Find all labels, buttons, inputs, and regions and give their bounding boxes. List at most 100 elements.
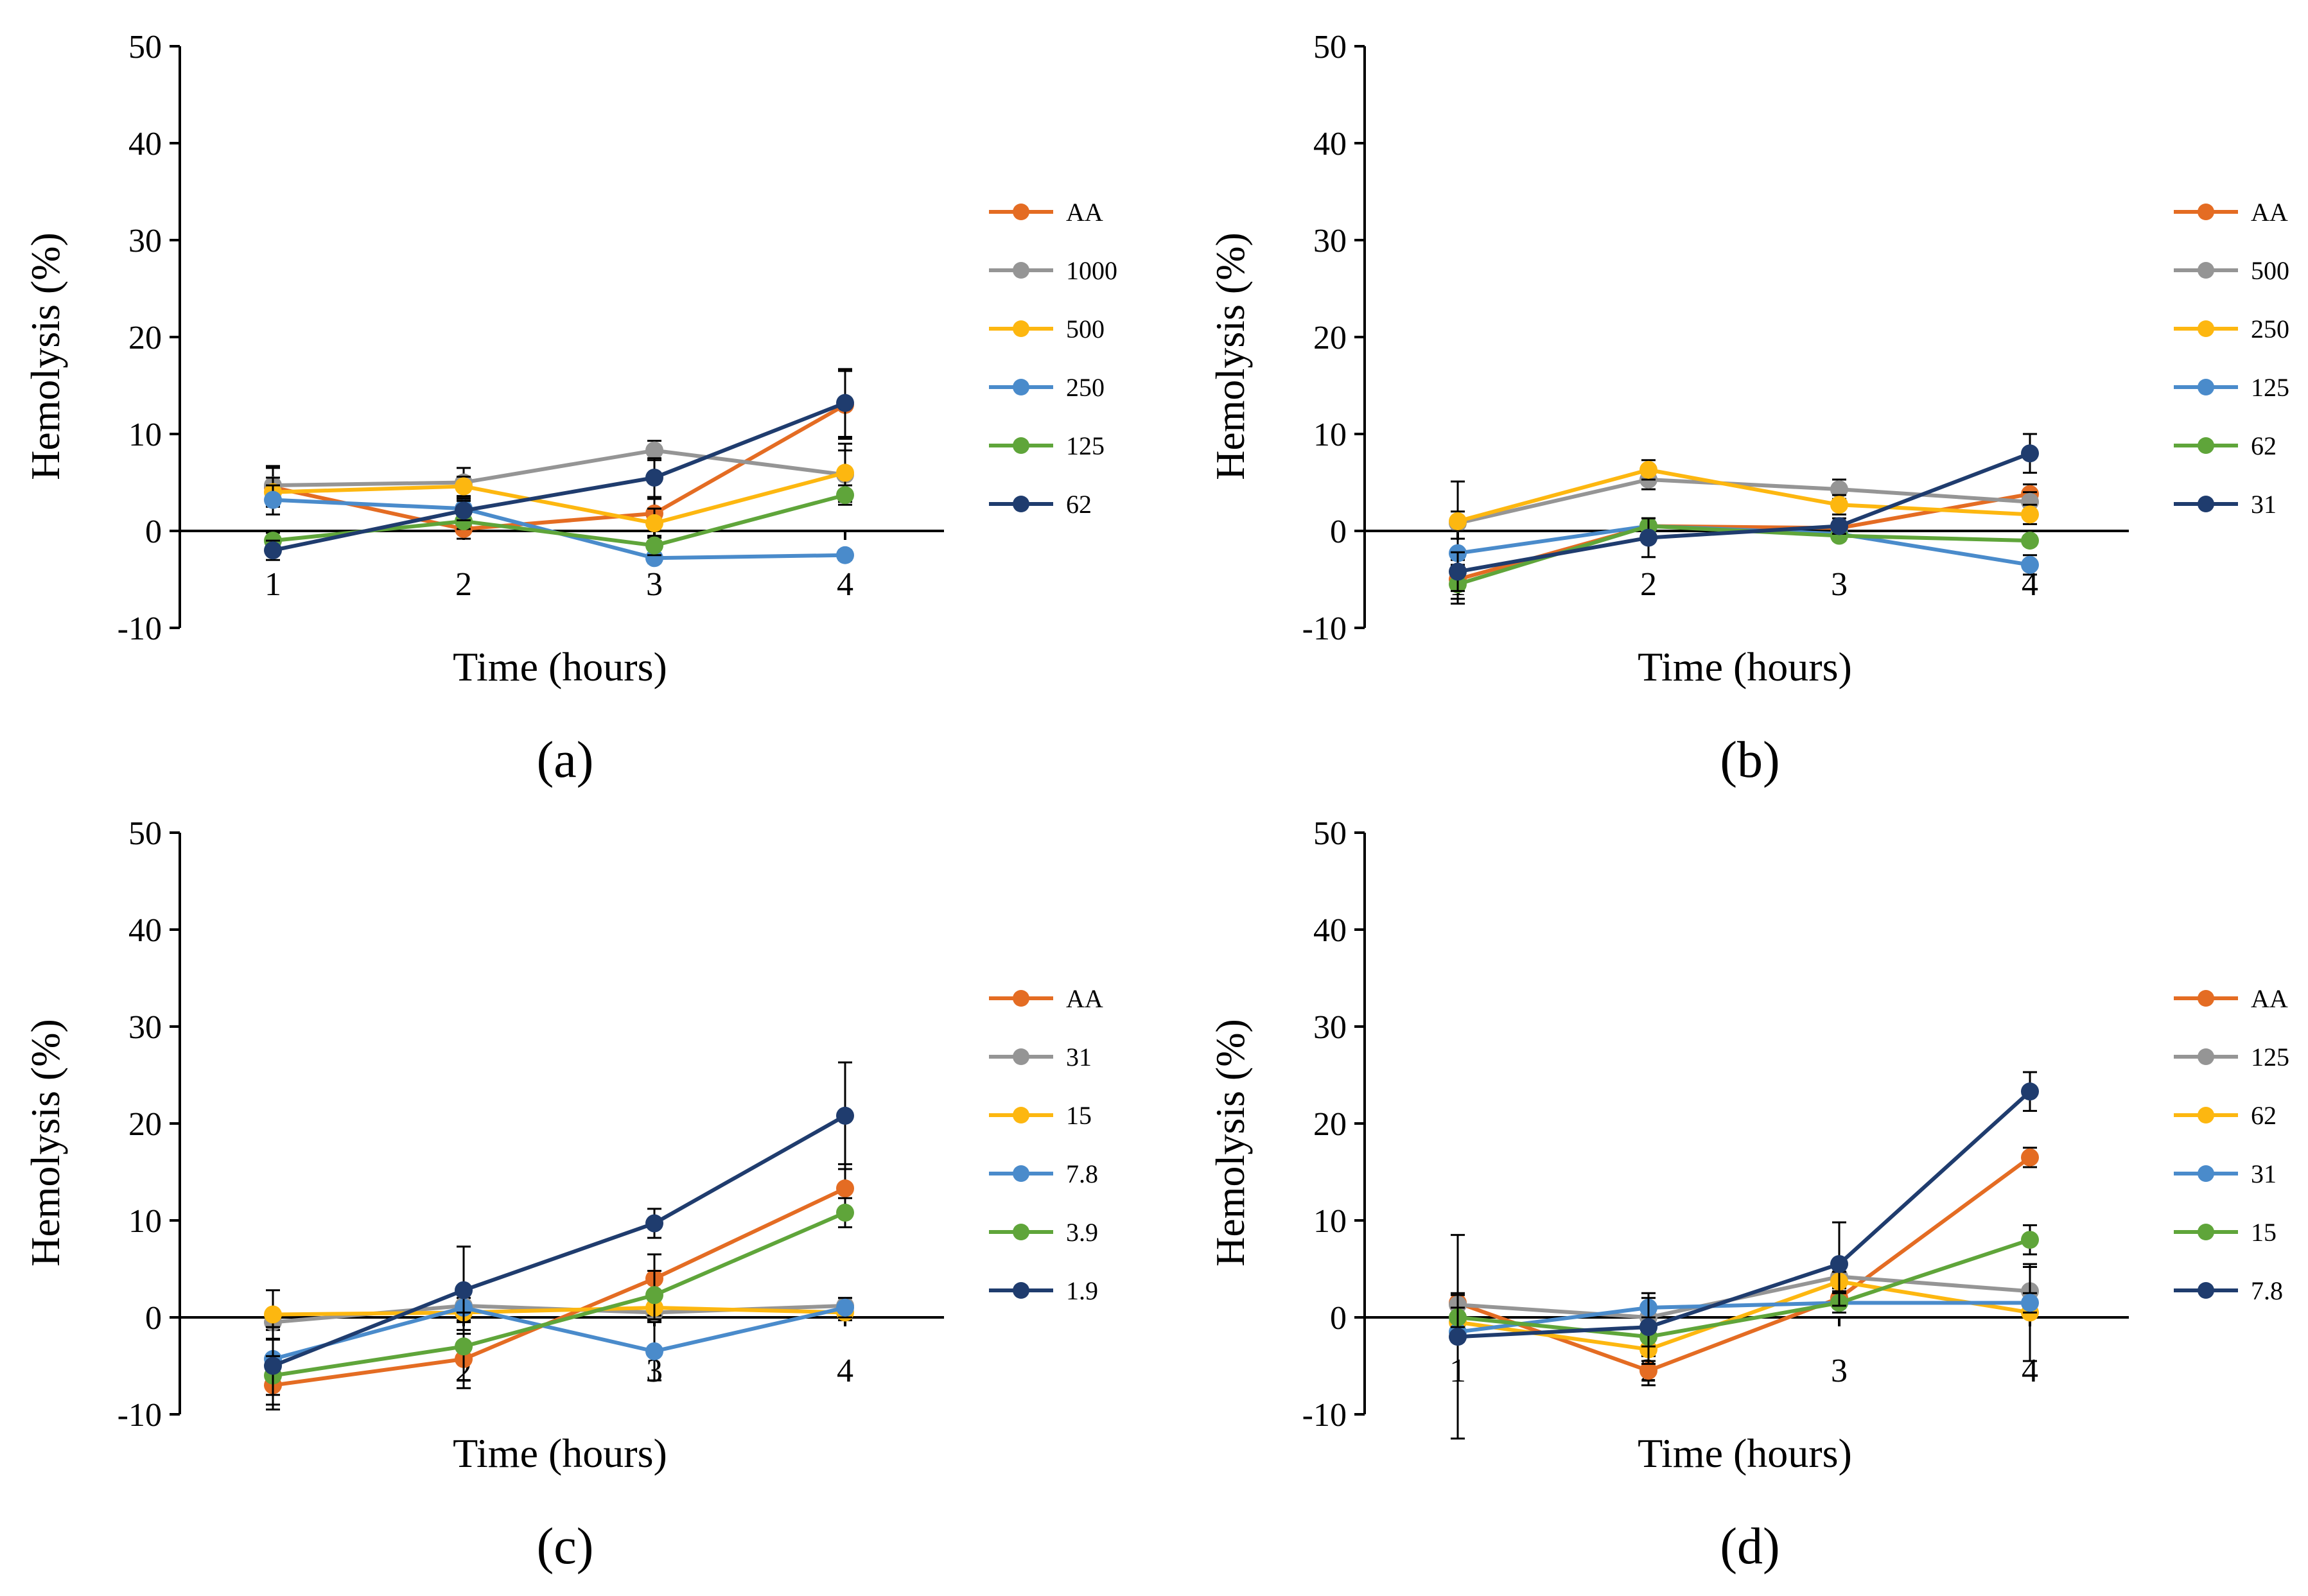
legend-marker: [2198, 496, 2214, 512]
data-point: [645, 441, 663, 460]
series-line: [272, 401, 846, 553]
legend-label: 15: [2251, 1218, 2277, 1247]
y-tick-label: -10: [1302, 1397, 1347, 1434]
y-tick-label: 40: [1313, 126, 1347, 162]
series-line: [1457, 467, 2031, 523]
data-point: [264, 541, 282, 560]
y-tick-label: 30: [1313, 223, 1347, 259]
legend-label: AA: [2251, 984, 2288, 1013]
x-tick-label: 3: [1831, 566, 1848, 603]
data-point: [1449, 512, 1467, 530]
y-tick-label: -10: [118, 611, 162, 647]
series-line: [1456, 1156, 2031, 1373]
data-point: [645, 1214, 663, 1233]
legend-label: 1.9: [1066, 1276, 1098, 1305]
y-tick-label: 10: [1313, 417, 1347, 453]
legend-label: 500: [1066, 315, 1105, 343]
series-line: [1457, 1089, 2032, 1339]
data-point: [2021, 532, 2039, 550]
legend-label: 250: [1066, 373, 1105, 402]
data-point: [1830, 480, 1848, 499]
legend-marker: [2198, 204, 2214, 220]
data-point: [2021, 1148, 2039, 1167]
series-62: [264, 368, 854, 561]
data-point: [455, 501, 473, 520]
legend-marker: [2198, 320, 2214, 337]
y-axis-title: Hemolysis (%): [1207, 1019, 1253, 1267]
y-axis-title: Hemolysis (%): [22, 232, 68, 480]
data-point: [645, 514, 663, 532]
data-point: [2021, 505, 2039, 524]
y-tick-label: 50: [128, 815, 162, 852]
data-point: [1830, 517, 1848, 535]
series-line: [272, 1211, 846, 1378]
y-axis-title: Hemolysis (%): [1207, 232, 1253, 480]
y-tick-label: 0: [145, 1300, 162, 1337]
series-15: [264, 1289, 854, 1340]
y-tick-label: 50: [128, 29, 162, 65]
y-tick-label: 30: [1313, 1009, 1347, 1046]
series-line: [272, 1305, 846, 1317]
legend: AA 125 62 31 15 7.8: [2174, 984, 2289, 1305]
legend-label: 62: [2251, 431, 2277, 460]
x-tick-label: 3: [1831, 1353, 1848, 1389]
legend-label: 125: [1066, 431, 1105, 460]
data-point: [836, 1203, 854, 1222]
y-tick-label: 0: [1330, 514, 1347, 550]
data-point: [2021, 1231, 2039, 1249]
y-tick-label: 40: [1313, 912, 1347, 949]
data-point: [1639, 1362, 1657, 1380]
series-line: [272, 498, 846, 560]
y-tick-label: 50: [1313, 29, 1347, 65]
legend-marker: [1013, 1107, 1029, 1123]
legend-label: 31: [2251, 490, 2277, 519]
data-point: [1449, 562, 1467, 581]
series-line: [272, 448, 846, 488]
series-line: [272, 471, 846, 525]
x-tick-label: 4: [837, 1353, 853, 1389]
legend-label: 7.8: [2251, 1276, 2283, 1305]
data-point: [455, 1337, 473, 1356]
y-tick-label: 40: [128, 126, 162, 162]
data-point: [836, 464, 854, 482]
series-250: [264, 484, 854, 568]
legend-marker: [1013, 204, 1029, 220]
legend-label: 31: [2251, 1159, 2277, 1188]
data-point: [1639, 460, 1657, 479]
x-tick-label: 2: [455, 566, 472, 603]
x-axis-title: Time (hours): [1638, 1430, 1852, 1476]
legend: AA 500 250 125 62 31: [2174, 198, 2289, 519]
panel-label: (a): [537, 732, 594, 788]
y-axis-title-group: Hemolysis (%): [22, 232, 68, 480]
x-axis-title: Time (hours): [453, 1430, 667, 1476]
data-point: [836, 394, 854, 412]
legend-label: 3.9: [1066, 1218, 1098, 1247]
data-point: [2021, 1082, 2039, 1101]
series-line: [1457, 1238, 2031, 1339]
data-point: [455, 1281, 473, 1299]
data-point: [836, 546, 854, 564]
legend-marker: [1013, 379, 1029, 395]
legend-marker: [2198, 1224, 2214, 1240]
y-tick-label: -10: [118, 1397, 162, 1434]
data-point: [2021, 444, 2039, 463]
data-point: [264, 1305, 282, 1324]
panel-label: (c): [537, 1518, 594, 1575]
series-AA: [264, 370, 854, 540]
series-500: [264, 442, 854, 539]
legend-label: 62: [1066, 490, 1092, 519]
legend-label: 31: [1066, 1043, 1092, 1071]
series-31: [1449, 433, 2039, 593]
series-line: [272, 1186, 846, 1387]
legend-label: 250: [2251, 315, 2289, 343]
series-line: [272, 403, 846, 532]
legend-label: 7.8: [1066, 1159, 1098, 1188]
data-point: [2021, 492, 2039, 511]
x-tick-label: 2: [1640, 566, 1657, 603]
data-point: [455, 477, 473, 496]
